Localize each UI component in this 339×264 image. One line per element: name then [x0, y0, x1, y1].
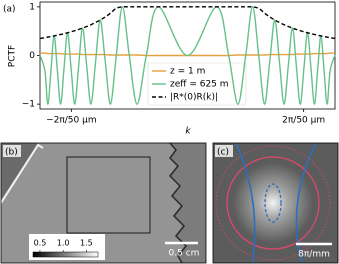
legend: z = 1 m zeff = 625 m |R*(0)R(k)| — [147, 62, 247, 106]
panel-label: (a) — [3, 5, 16, 15]
micrograph-b: 0.5 cm — [1, 143, 206, 263]
y-tick-label: −1 — [22, 100, 35, 110]
scale-bar-label: 8π/mm — [298, 250, 330, 260]
colorbar-tick-label: 0.5 — [34, 239, 47, 248]
micrograph-c: 8π/mm — [213, 143, 338, 263]
legend-label: zeff = 625 m — [170, 80, 229, 90]
red-circle — [226, 156, 320, 250]
label-box — [215, 145, 233, 157]
panel-label: (b) — [5, 148, 18, 158]
bright-spot — [233, 163, 313, 243]
legend-label: |R*(0)R(k)| — [170, 93, 218, 103]
bright-edge — [1, 143, 44, 204]
red-dotted-circle — [215, 145, 331, 261]
x-tick-label: −2π/50 μm — [46, 116, 97, 126]
colorbar-tick-label: 1.0 — [57, 239, 70, 248]
legend-box — [147, 62, 247, 106]
colorbar — [32, 251, 99, 258]
blue-curve — [295, 143, 317, 263]
x-axis-label: k — [185, 127, 191, 137]
jagged-edge — [168, 143, 188, 263]
series-line — [39, 6, 336, 105]
blue-curve — [235, 143, 256, 263]
dark-region — [1, 143, 38, 200]
region-box — [66, 156, 151, 234]
x-tick-label: 2π/50 μm — [282, 116, 325, 126]
panel-frame — [212, 142, 339, 264]
y-axis-label: PCTF — [8, 45, 18, 67]
blue-ellipse — [264, 183, 282, 223]
series-line — [39, 6, 336, 40]
panel-label: (c) — [217, 148, 229, 158]
colorbar-tick-label: 1.5 — [80, 239, 93, 248]
scale-bar-label: 0.5 cm — [169, 249, 200, 259]
label-box — [3, 145, 21, 157]
y-tick-label: 0 — [29, 51, 35, 61]
panel-frame — [0, 142, 207, 264]
y-tick-label: 1 — [29, 2, 35, 12]
legend-label: z = 1 m — [170, 67, 205, 77]
